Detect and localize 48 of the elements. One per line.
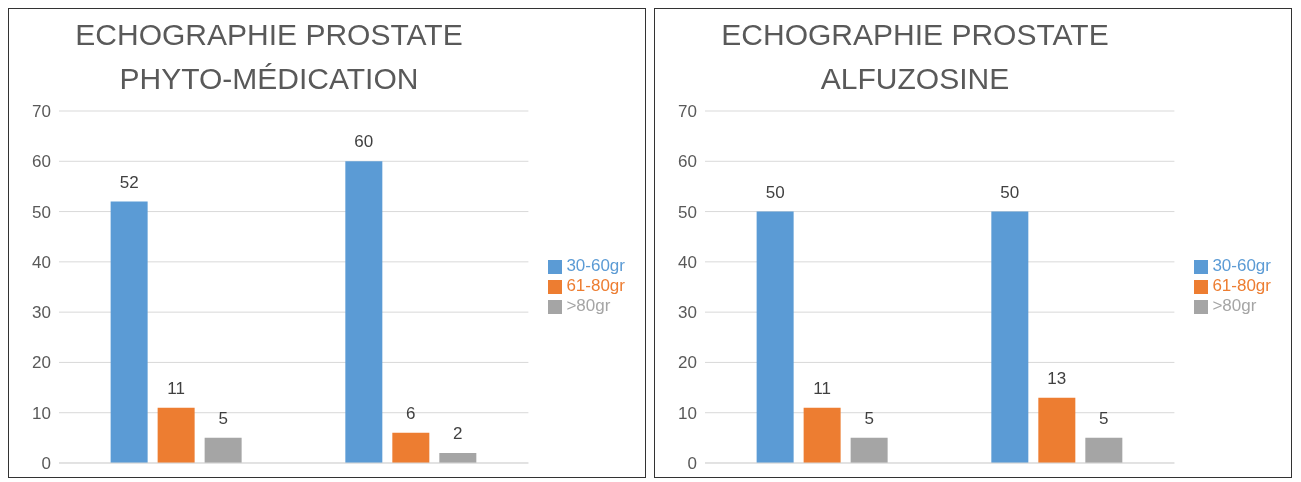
legend-label: 30-60gr	[1212, 256, 1271, 275]
data-label: 11	[167, 378, 185, 398]
y-tick-label: 30	[678, 303, 697, 323]
y-tick-label: 30	[32, 303, 51, 323]
bar	[157, 407, 195, 463]
bar	[345, 161, 383, 463]
data-label: 5	[1099, 408, 1109, 428]
bar	[991, 211, 1029, 463]
bar	[850, 437, 888, 463]
legend-label: >80gr	[1212, 296, 1257, 315]
data-label: 6	[406, 403, 416, 423]
y-tick-label: 0	[687, 454, 697, 474]
y-tick-label: 20	[678, 353, 697, 373]
data-label: 5	[218, 408, 228, 428]
y-tick-label: 40	[32, 252, 51, 272]
y-tick-label: 50	[32, 202, 51, 222]
data-label: 60	[354, 132, 374, 152]
bar	[392, 432, 430, 463]
legend-label: 30-60gr	[566, 256, 625, 275]
data-label: 13	[1047, 368, 1067, 388]
bar	[1085, 437, 1123, 463]
y-tick-label: 0	[41, 454, 51, 474]
y-tick-label: 50	[678, 202, 697, 222]
y-tick-label: 10	[32, 403, 51, 423]
data-label: 50	[1000, 182, 1020, 202]
y-tick-label: 40	[678, 252, 697, 272]
data-label: 11	[813, 378, 831, 398]
y-tick-label: 20	[32, 353, 51, 373]
data-label: 52	[119, 172, 139, 192]
legend-label: 61-80gr	[566, 276, 625, 295]
y-tick-label: 10	[678, 403, 697, 423]
y-tick-label: 70	[32, 102, 51, 122]
bar	[1038, 397, 1076, 463]
y-tick-label: 70	[678, 102, 697, 122]
y-tick-label: 60	[32, 152, 51, 172]
data-label: 50	[765, 182, 785, 202]
legend-label: >80gr	[566, 296, 611, 315]
bar	[110, 201, 148, 463]
data-label: 5	[864, 408, 874, 428]
data-label: 2	[453, 423, 463, 443]
chart-title: ECHOGRAPHIE PROSTATE ALFUZOSINE	[720, 17, 1110, 97]
chart-title: ECHOGRAPHIE PROSTATE PHYTO-MÉDICATION	[74, 17, 464, 97]
bar	[756, 211, 794, 463]
bar	[439, 452, 477, 463]
legend-label: 61-80gr	[1212, 276, 1271, 295]
bar	[204, 437, 242, 463]
bar	[803, 407, 841, 463]
y-tick-label: 60	[678, 152, 697, 172]
